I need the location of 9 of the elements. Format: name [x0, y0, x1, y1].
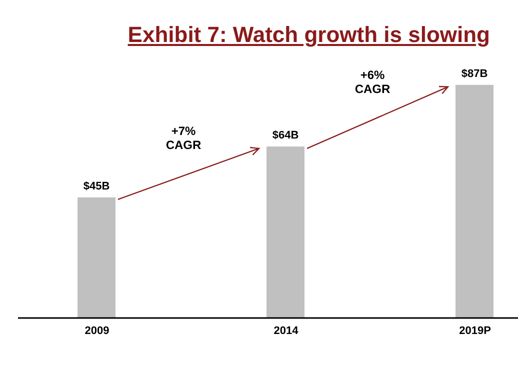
annotation: +7% CAGR: [164, 124, 202, 152]
data-label: $64B: [272, 129, 299, 142]
x-tick-label: 2019P: [459, 324, 491, 337]
x-tick-label: 2014: [274, 324, 300, 337]
data-label: $87B: [461, 68, 488, 80]
x-tick-label: 2009: [84, 324, 110, 337]
annotation: +6% CAGR: [354, 68, 392, 96]
data-label: $45B: [83, 180, 110, 192]
chart-title: Exhibit 7: Watch growth is slowing: [128, 22, 490, 48]
